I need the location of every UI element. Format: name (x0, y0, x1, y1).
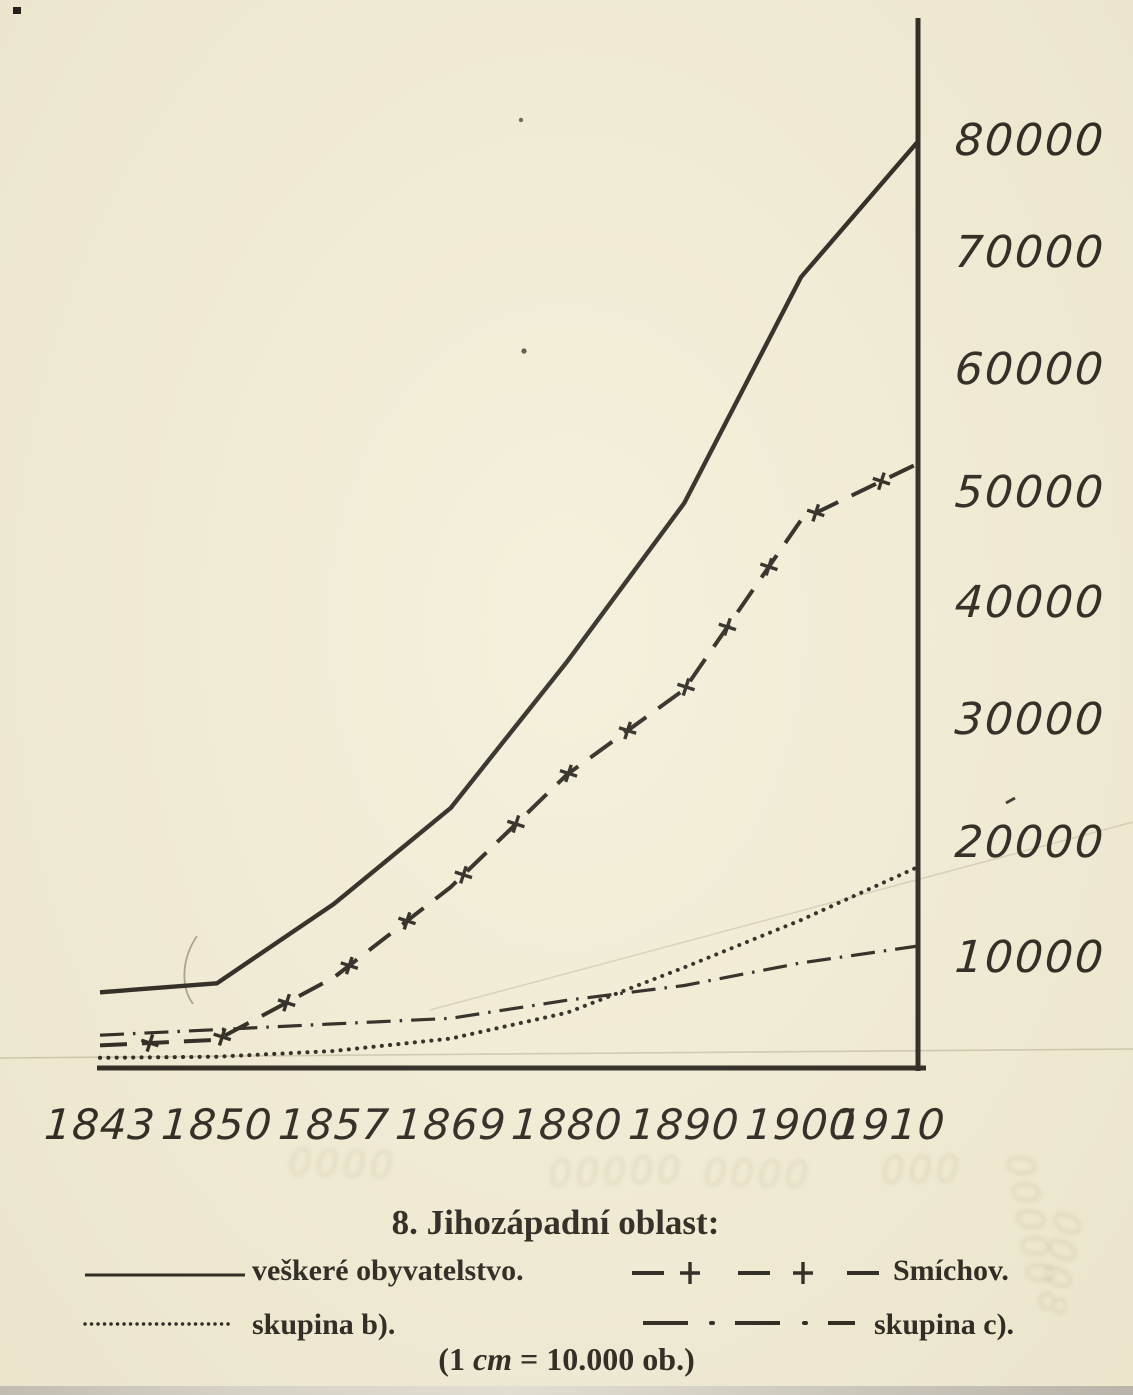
scan-edge-strip (0, 1386, 1133, 1395)
y-tick-label: 80000 (953, 115, 1107, 166)
y-tick-label: 20000 (953, 817, 1107, 868)
legend-label-smichov: Smíchov. (893, 1254, 1009, 1287)
y-tick-label: 30000 (953, 694, 1107, 745)
series-line-dash-plus (99, 461, 919, 1048)
legend-label-skupina-b: skupina b). (252, 1308, 396, 1341)
plus-marker-icon (140, 1033, 159, 1053)
plus-marker-icon (559, 764, 578, 783)
y-tick-label: 60000 (953, 344, 1107, 395)
caption-unit: cm (472, 1341, 513, 1377)
x-tick-label: 1910 (832, 1100, 948, 1149)
y-tick-label: 70000 (953, 227, 1107, 278)
plus-marker-icon (454, 865, 473, 884)
plus-marker-icon (872, 472, 891, 491)
plus-marker-icon (397, 911, 417, 930)
scale-caption: (1 cm = 10.000 ob.) (0, 1341, 1133, 1378)
plus-marker-icon (759, 557, 778, 576)
y-tick-label: 50000 (953, 467, 1107, 518)
series-line-dash-dot (99, 944, 919, 1037)
plus-marker-icon (506, 814, 525, 834)
plus-marker-icon (680, 1262, 813, 1284)
legend-swatch-solid (85, 1273, 245, 1277)
plus-marker-icon (806, 503, 825, 522)
plus-marker-icon (340, 956, 359, 975)
caption-open: (1 (438, 1341, 473, 1377)
legend-swatch-dotted (83, 1322, 234, 1326)
plus-marker-icon (618, 721, 637, 740)
chart-title: 8. Jihozápadní oblast: (391, 1203, 720, 1242)
y-tick-label: 10000 (953, 932, 1107, 983)
plus-marker-icon (277, 993, 296, 1012)
legend-swatch-dash-dot (643, 1321, 855, 1325)
series-line-solid (99, 139, 920, 995)
plus-marker-icon (676, 677, 696, 697)
plus-marker-icon (213, 1027, 232, 1046)
legend-label-veskere-obyvatelstvo: veškeré obyvatelstvo. (252, 1254, 524, 1287)
y-tick-label: 40000 (953, 577, 1107, 628)
caption-rest: = 10.000 ob.) (512, 1341, 695, 1377)
legend-swatch-dash-plus (632, 1262, 879, 1284)
legend-label-skupina-c: skupina c). (874, 1308, 1015, 1341)
plus-marker-icon (718, 617, 737, 636)
